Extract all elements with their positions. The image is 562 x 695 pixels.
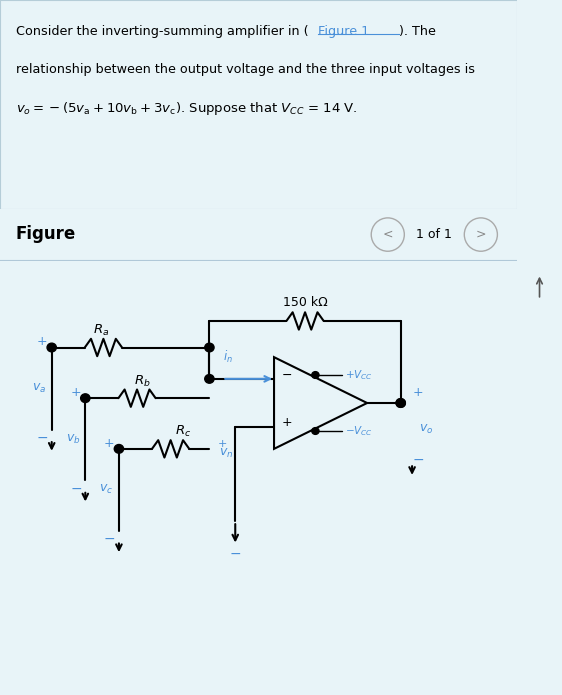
Text: $-$: $-$ bbox=[412, 452, 424, 466]
Circle shape bbox=[312, 372, 319, 378]
Circle shape bbox=[205, 343, 214, 352]
Text: $-$: $-$ bbox=[36, 430, 48, 444]
Text: $+$: $+$ bbox=[103, 436, 115, 450]
Text: Figure: Figure bbox=[16, 224, 76, 243]
Text: $v_a$: $v_a$ bbox=[32, 382, 46, 395]
Text: ). The: ). The bbox=[399, 25, 436, 38]
Text: $v_b$: $v_b$ bbox=[66, 433, 80, 445]
Text: $+$: $+$ bbox=[70, 386, 81, 399]
Text: $-V_{CC}$: $-V_{CC}$ bbox=[345, 424, 373, 438]
Circle shape bbox=[205, 375, 214, 383]
Text: $-$: $-$ bbox=[281, 368, 292, 381]
Text: 150 kΩ: 150 kΩ bbox=[283, 295, 328, 309]
Circle shape bbox=[396, 399, 405, 407]
Text: $+$: $+$ bbox=[217, 438, 227, 448]
Circle shape bbox=[47, 343, 56, 352]
Text: >: > bbox=[475, 228, 486, 241]
Text: $v_n$: $v_n$ bbox=[219, 447, 233, 460]
Text: $R_b$: $R_b$ bbox=[134, 374, 151, 389]
Text: $+$: $+$ bbox=[36, 335, 47, 348]
Text: 1 of 1: 1 of 1 bbox=[416, 228, 452, 241]
Text: $i_n$: $i_n$ bbox=[223, 350, 233, 366]
Text: Consider the inverting-summing amplifier in (: Consider the inverting-summing amplifier… bbox=[16, 25, 308, 38]
Text: relationship between the output voltage and the three input voltages is: relationship between the output voltage … bbox=[16, 63, 474, 76]
Circle shape bbox=[114, 445, 124, 453]
Circle shape bbox=[312, 427, 319, 434]
Text: $R_a$: $R_a$ bbox=[93, 323, 109, 338]
Text: $+$: $+$ bbox=[281, 416, 292, 429]
Text: Figure 1: Figure 1 bbox=[318, 25, 369, 38]
Text: $v_o = -(5v_{\rm a} + 10v_{\rm b} + 3v_{\rm c})$. Suppose that $V_{CC}$ = 14 V.: $v_o = -(5v_{\rm a} + 10v_{\rm b} + 3v_{… bbox=[16, 100, 357, 117]
Text: $+V_{CC}$: $+V_{CC}$ bbox=[345, 368, 373, 382]
Circle shape bbox=[396, 399, 405, 407]
Text: $v_c$: $v_c$ bbox=[99, 483, 114, 496]
Text: $-$: $-$ bbox=[229, 546, 241, 559]
Text: $v_o$: $v_o$ bbox=[419, 423, 433, 436]
Text: $R_c$: $R_c$ bbox=[175, 425, 192, 439]
Text: <: < bbox=[383, 228, 393, 241]
Text: $-$: $-$ bbox=[70, 480, 82, 494]
Text: $+$: $+$ bbox=[412, 386, 423, 399]
Text: $-$: $-$ bbox=[103, 531, 116, 545]
Circle shape bbox=[81, 394, 90, 402]
